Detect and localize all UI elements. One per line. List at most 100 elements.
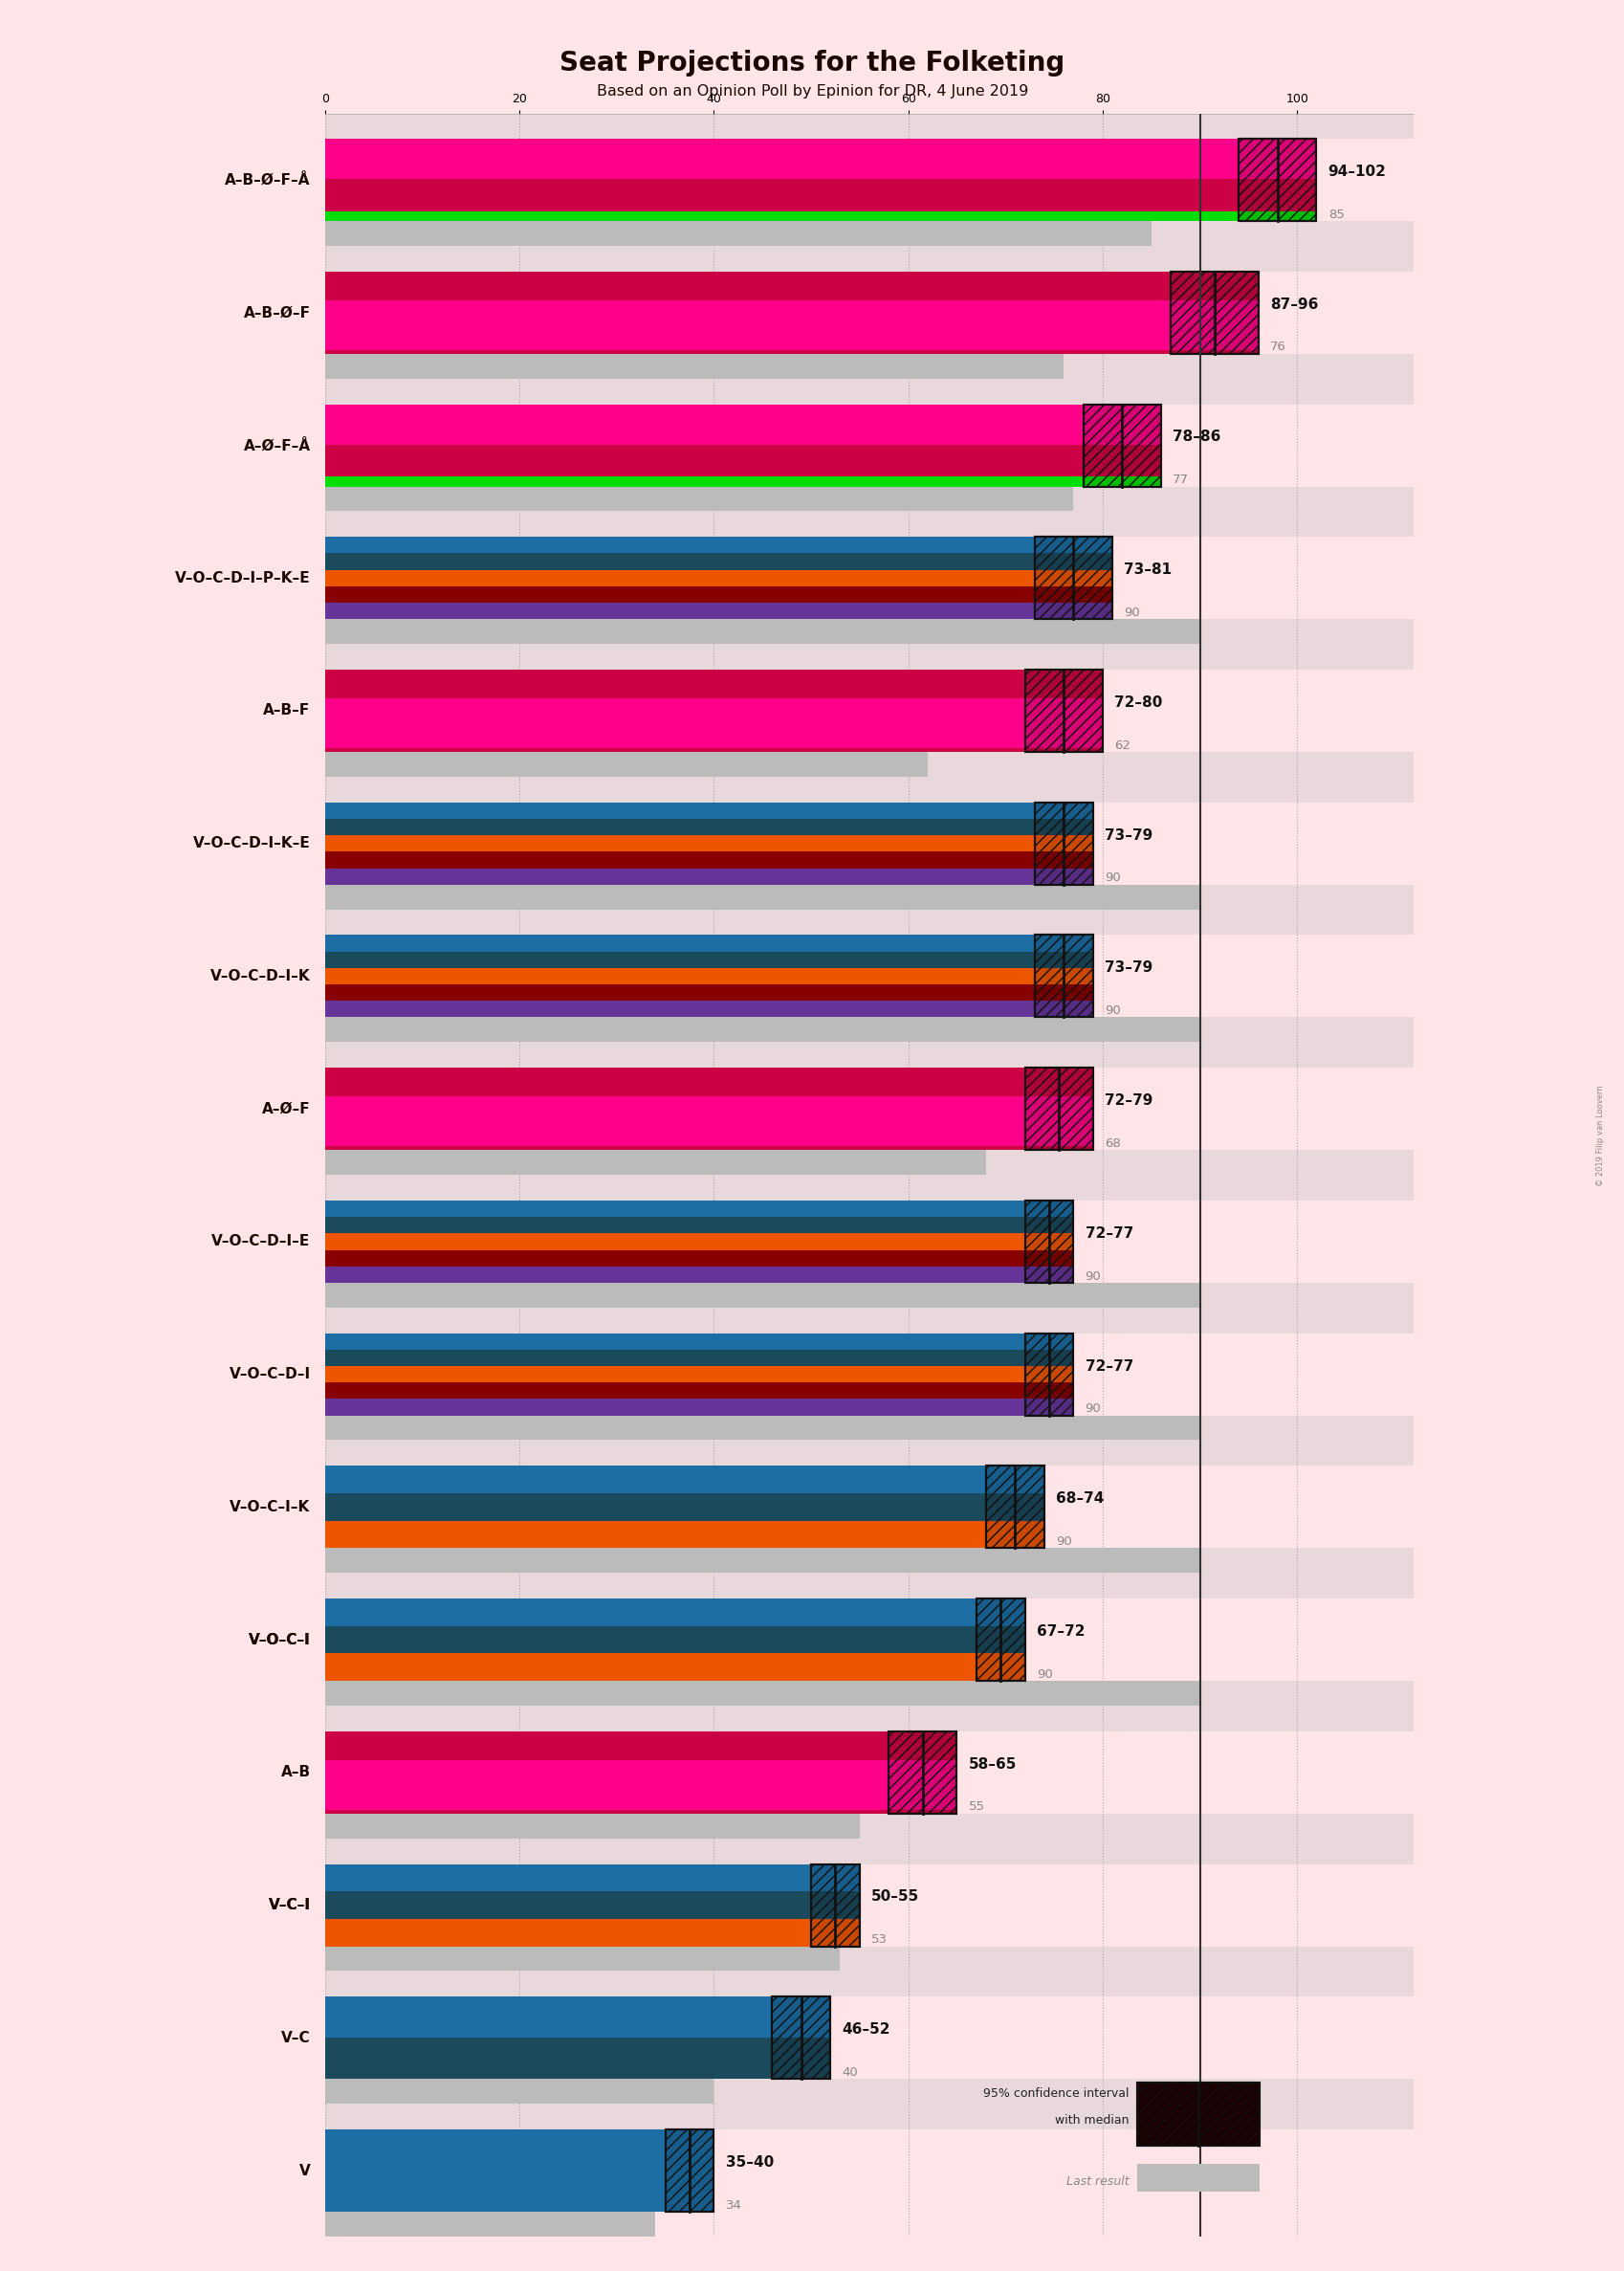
- Bar: [325, 2212, 654, 2237]
- Bar: [325, 1067, 1093, 1149]
- Bar: [1025, 1333, 1073, 1415]
- Bar: [325, 1599, 1025, 1626]
- Bar: [771, 1996, 830, 2078]
- Text: 72–77: 72–77: [1085, 1226, 1132, 1240]
- Bar: [325, 354, 1413, 404]
- Text: 90: 90: [1085, 1403, 1101, 1415]
- Bar: [325, 477, 1160, 486]
- Text: 67–72: 67–72: [1036, 1624, 1085, 1640]
- Bar: [325, 1815, 1413, 1864]
- Bar: [325, 1522, 1044, 1549]
- Bar: [325, 1201, 1073, 1217]
- Bar: [325, 211, 1315, 220]
- Bar: [325, 1415, 1199, 1440]
- Bar: [325, 2130, 713, 2212]
- Bar: [1034, 936, 1093, 1017]
- Bar: [888, 1731, 957, 1815]
- Bar: [325, 886, 1199, 908]
- Bar: [664, 2130, 713, 2212]
- Bar: [888, 1731, 957, 1815]
- Text: V–O–C–I–K: V–O–C–I–K: [229, 1499, 310, 1515]
- Bar: [1169, 273, 1257, 354]
- Text: V–C–I: V–C–I: [268, 1899, 310, 1912]
- Bar: [325, 1399, 1073, 1415]
- Text: Seat Projections for the Folketing: Seat Projections for the Folketing: [560, 50, 1064, 77]
- Bar: [1237, 139, 1315, 220]
- Text: 76: 76: [1268, 341, 1285, 354]
- Bar: [325, 1760, 957, 1810]
- Text: 50–55: 50–55: [870, 1889, 919, 1903]
- Bar: [1025, 1201, 1073, 1283]
- Bar: [325, 836, 1093, 852]
- Bar: [1034, 536, 1112, 620]
- Bar: [325, 1946, 1413, 1996]
- Text: 87–96: 87–96: [1268, 298, 1317, 311]
- Text: V–C–I: V–C–I: [268, 1899, 310, 1912]
- Bar: [1083, 404, 1160, 486]
- Bar: [976, 1599, 1025, 1681]
- Bar: [1025, 1067, 1093, 1149]
- Text: 73–79: 73–79: [1104, 961, 1151, 974]
- Bar: [1025, 1201, 1073, 1283]
- Text: 94–102: 94–102: [1327, 164, 1385, 179]
- Bar: [1025, 1067, 1093, 1149]
- Text: Last result: Last result: [1065, 2176, 1129, 2187]
- Bar: [325, 404, 1160, 477]
- Text: 68: 68: [1104, 1138, 1121, 1149]
- Bar: [325, 1731, 957, 1815]
- Bar: [1025, 670, 1103, 752]
- Text: 90: 90: [1056, 1535, 1072, 1549]
- Text: 58–65: 58–65: [968, 1758, 1017, 1771]
- Bar: [325, 354, 1064, 379]
- Text: 35–40: 35–40: [724, 2155, 773, 2169]
- Bar: [325, 300, 1257, 350]
- Bar: [325, 1996, 830, 2037]
- Bar: [325, 1267, 1073, 1283]
- Bar: [1169, 273, 1257, 354]
- Bar: [325, 554, 1112, 570]
- Bar: [325, 2078, 1413, 2130]
- Bar: [1025, 1201, 1073, 1283]
- Bar: [325, 1494, 1044, 1522]
- Bar: [325, 1892, 859, 1919]
- Text: 46–52: 46–52: [841, 2023, 890, 2037]
- Bar: [325, 1465, 1044, 1494]
- Bar: [325, 1681, 1413, 1731]
- Bar: [325, 699, 1103, 747]
- Bar: [325, 1283, 1199, 1308]
- Bar: [325, 486, 1073, 511]
- Bar: [325, 1549, 1413, 1599]
- Bar: [1034, 536, 1112, 620]
- Text: V–O–C–I: V–O–C–I: [248, 1633, 310, 1646]
- Bar: [1034, 936, 1093, 1017]
- Bar: [810, 1864, 859, 1946]
- Bar: [325, 220, 1413, 273]
- Bar: [325, 1919, 859, 1946]
- Text: V–C: V–C: [281, 2030, 310, 2046]
- Bar: [325, 1367, 1073, 1383]
- Text: 73–79: 73–79: [1104, 829, 1151, 843]
- Text: V–O–C–D–I–E: V–O–C–D–I–E: [211, 1235, 310, 1249]
- Bar: [325, 1946, 840, 1971]
- Bar: [325, 1149, 1413, 1201]
- Bar: [325, 1383, 1073, 1399]
- Text: Based on an Opinion Poll by Epinion for DR, 4 June 2019: Based on an Opinion Poll by Epinion for …: [596, 84, 1028, 98]
- Bar: [888, 1731, 957, 1815]
- Text: 90: 90: [1104, 872, 1121, 883]
- Text: 62: 62: [1114, 738, 1130, 752]
- Bar: [325, 967, 1093, 983]
- Bar: [1083, 404, 1160, 486]
- Bar: [325, 620, 1199, 645]
- Bar: [810, 1864, 859, 1946]
- Bar: [1034, 936, 1093, 1017]
- Bar: [325, 273, 1257, 354]
- Text: 90: 90: [1124, 606, 1140, 618]
- Text: A–B: A–B: [281, 1765, 310, 1780]
- Bar: [325, 220, 1150, 245]
- Bar: [1025, 1333, 1073, 1415]
- Bar: [325, 1864, 859, 1892]
- Text: A–Ø–F: A–Ø–F: [261, 1101, 310, 1115]
- Bar: [1083, 404, 1160, 486]
- Bar: [325, 802, 1093, 820]
- Text: 73–81: 73–81: [1124, 563, 1171, 577]
